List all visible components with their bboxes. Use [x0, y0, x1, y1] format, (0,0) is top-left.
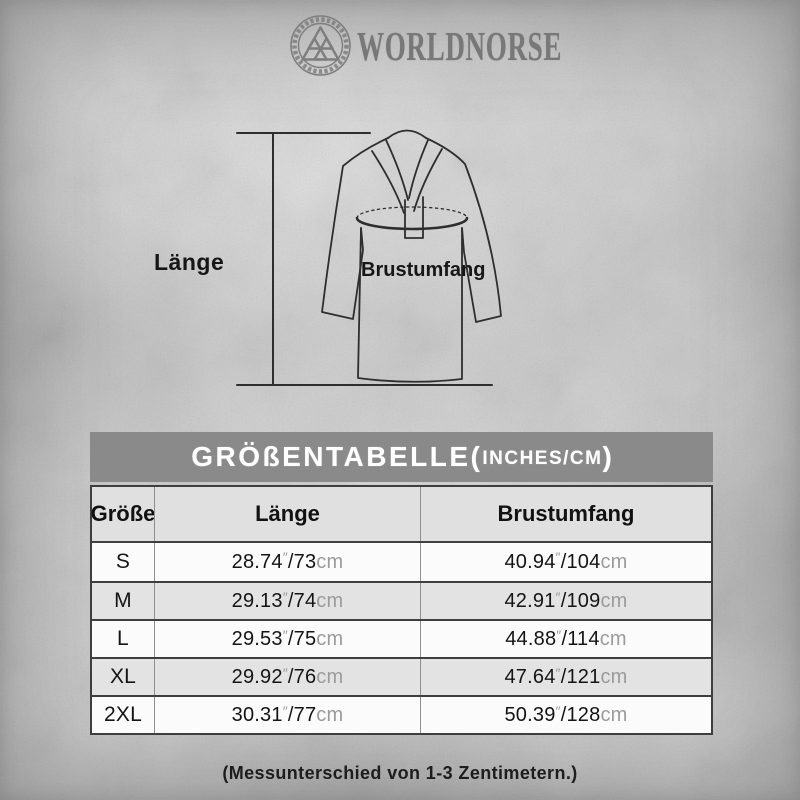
table-header-row: Größe Länge Brustumfang: [90, 487, 711, 543]
size-value: XL: [109, 665, 137, 688]
size-table-title: GRÖßENTABELLE( INCHES/CM ): [90, 432, 713, 482]
size-value: 2XL: [104, 703, 142, 726]
size-value: L: [117, 627, 129, 650]
chest-value: 47.64 ″/121 cm: [420, 659, 711, 695]
size-value: S: [115, 550, 131, 573]
table-row-s: S 28.74 ″/73 cm 40.94 ″/104 cm: [92, 543, 711, 581]
table-row-xl: XL 29.92 ″/76 cm 47.64 ″/121 cm: [92, 657, 711, 695]
brand-name: WORLDNORSE: [357, 23, 563, 69]
column-header-chest: Brustumfang: [420, 487, 711, 541]
column-header-size: Größe: [90, 501, 156, 526]
length-value: 30.31 ″/77 cm: [154, 697, 420, 733]
valknut-emblem-icon: [290, 15, 351, 76]
size-table-grid: Größe Länge Brustumfang S 28.74 ″/73 cm 40…: [90, 485, 713, 735]
size-table-title-units: INCHES/CM: [482, 447, 603, 469]
chest-label: Brustumfang: [361, 259, 486, 281]
chest-value: 42.91 ″/109 cm: [420, 583, 711, 619]
size-value: M: [114, 589, 132, 612]
table-row-2xl: 2XL 30.31 ″/77 cm 50.39 ″/128 cm: [92, 695, 711, 733]
table-row-m: M 29.13 ″/74 cm 42.91 ″/109 cm: [92, 581, 711, 619]
length-value: 29.53 ″/75 cm: [154, 621, 420, 657]
column-header-length: Länge: [154, 487, 420, 541]
chest-value: 44.88 ″/114 cm: [420, 621, 711, 657]
robe-outline: [321, 129, 502, 383]
size-table-title-main: GRÖßENTABELLE(: [191, 441, 483, 472]
size-table-title-close: ): [602, 441, 612, 472]
length-label: Länge: [154, 249, 225, 275]
chest-value: 50.39 ″/128 cm: [420, 697, 711, 733]
table-row-l: L 29.53 ″/75 cm 44.88 ″/114 cm: [92, 619, 711, 657]
length-value: 28.74 ″/73 cm: [154, 543, 420, 581]
measurement-disclaimer: (Messunterschied von 1-3 Zentimetern.): [222, 763, 578, 783]
chest-measure-ellipse: [355, 206, 469, 231]
chest-value: 40.94 ″/104 cm: [420, 543, 711, 581]
size-table: GRÖßENTABELLE( INCHES/CM ) Größe Länge B…: [90, 432, 713, 735]
length-value: 29.92 ″/76 cm: [154, 659, 420, 695]
length-value: 29.13 ″/74 cm: [154, 583, 420, 619]
